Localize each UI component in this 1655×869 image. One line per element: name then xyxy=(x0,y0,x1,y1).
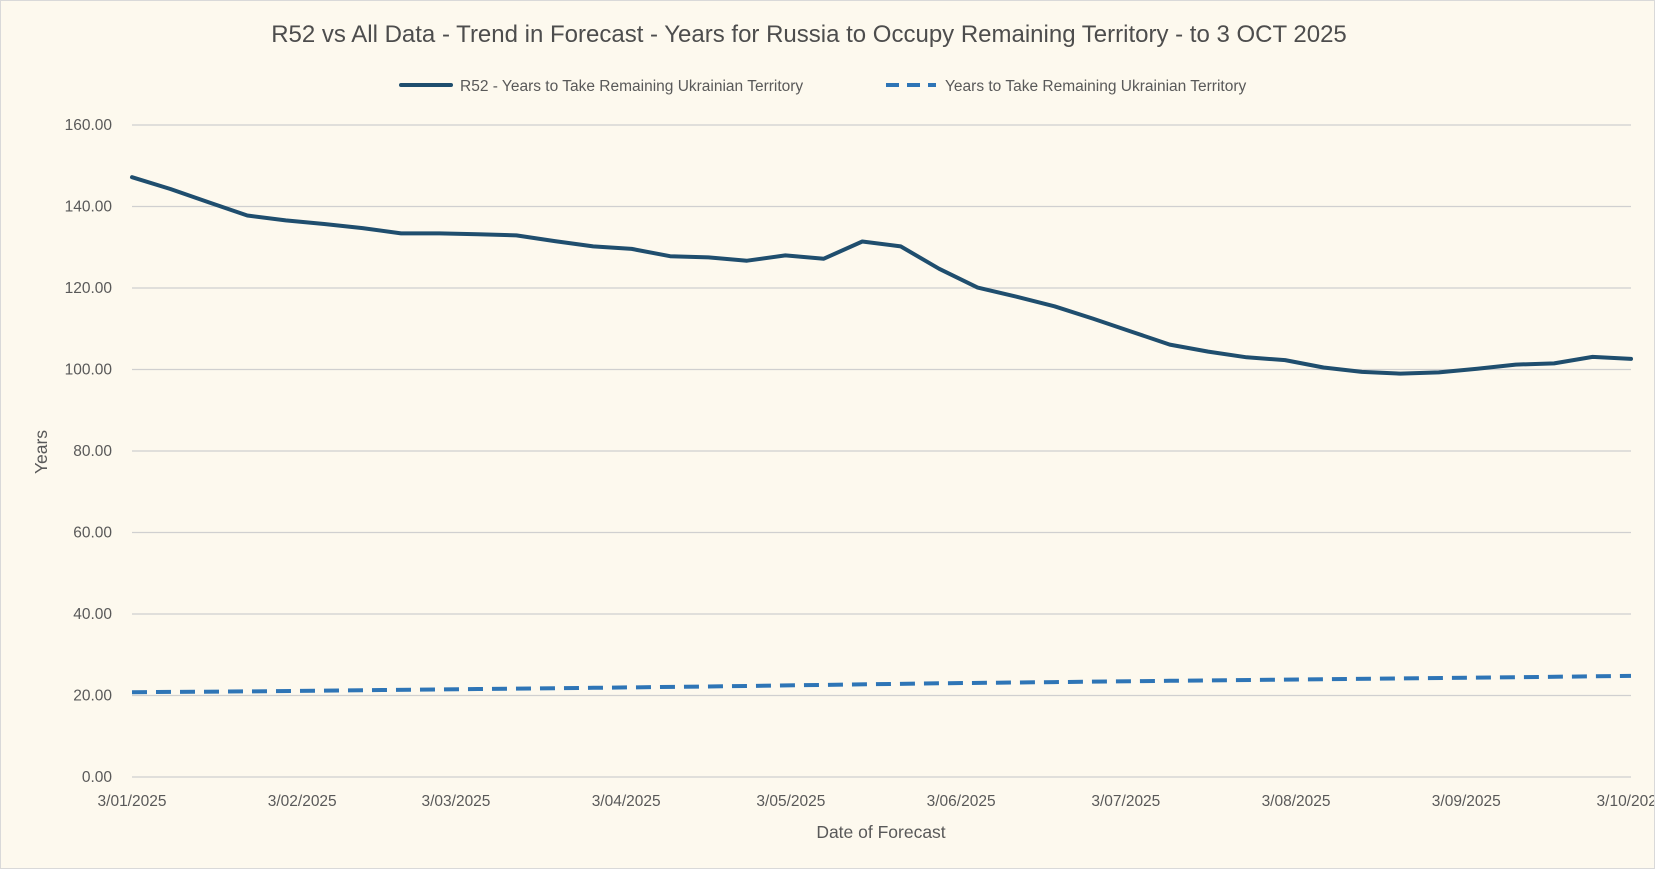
x-axis-ticks: 3/01/2025 3/02/2025 3/03/2025 3/04/2025 3/05… xyxy=(98,793,1654,810)
legend: R52 - Years to Take Remaining Ukrainian … xyxy=(399,78,1247,95)
x-tick-label: 3/03/2025 xyxy=(421,793,490,810)
x-tick-label: 3/10/2025 xyxy=(1597,793,1654,810)
y-tick-label: 80.00 xyxy=(73,443,112,460)
y-tick-label: 0.00 xyxy=(82,769,113,786)
series-lines xyxy=(130,175,1633,695)
y-tick-label: 160.00 xyxy=(65,117,113,134)
y-axis-title: Years xyxy=(31,430,51,474)
x-tick-label: 3/09/2025 xyxy=(1432,793,1501,810)
x-tick-label: 3/07/2025 xyxy=(1091,793,1160,810)
y-tick-label: 20.00 xyxy=(73,688,112,705)
y-tick-label: 100.00 xyxy=(65,362,113,379)
series-line-2 xyxy=(131,673,1632,695)
legend-label-2: Years to Take Remaining Ukrainian Territ… xyxy=(945,78,1247,95)
x-tick-label: 3/04/2025 xyxy=(592,793,661,810)
x-tick-label: 3/05/2025 xyxy=(756,793,825,810)
legend-label-1: R52 - Years to Take Remaining Ukrainian … xyxy=(460,78,803,95)
series-line-1 xyxy=(130,175,1633,376)
x-tick-label: 3/06/2025 xyxy=(927,793,996,810)
x-tick-label: 3/01/2025 xyxy=(98,793,167,810)
y-tick-label: 40.00 xyxy=(73,606,112,623)
y-tick-label: 60.00 xyxy=(73,525,112,542)
x-tick-label: 3/02/2025 xyxy=(268,793,337,810)
y-axis-ticks: 0.00 20.00 40.00 60.00 80.00 100.00 120.00 140.… xyxy=(65,117,113,786)
chart-title: R52 vs All Data - Trend in Forecast - Ye… xyxy=(271,21,1347,48)
y-tick-label: 140.00 xyxy=(65,199,113,216)
x-axis-title: Date of Forecast xyxy=(816,822,945,842)
gridlines xyxy=(132,124,1631,778)
x-tick-label: 3/08/2025 xyxy=(1262,793,1331,810)
y-tick-label: 120.00 xyxy=(65,280,113,297)
